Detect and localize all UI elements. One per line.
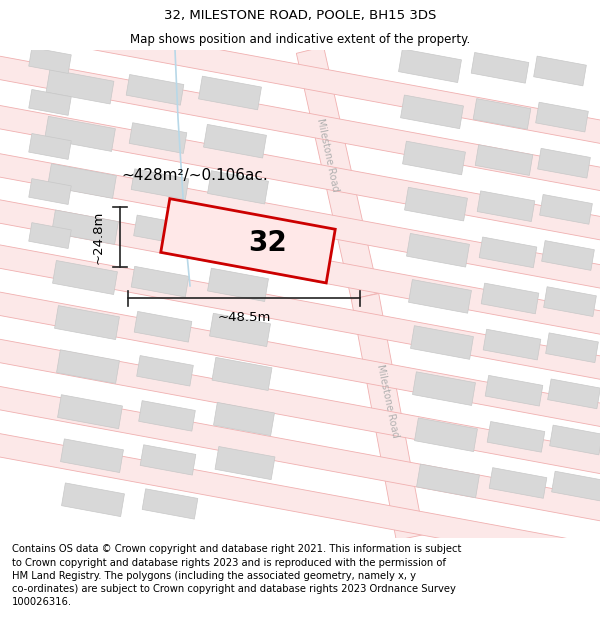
Polygon shape [56, 350, 119, 383]
Polygon shape [404, 188, 467, 221]
Polygon shape [471, 52, 529, 83]
Polygon shape [473, 99, 531, 129]
Polygon shape [407, 233, 469, 267]
Polygon shape [550, 425, 600, 455]
Polygon shape [551, 471, 600, 501]
Polygon shape [536, 102, 589, 132]
Polygon shape [409, 279, 472, 313]
Polygon shape [53, 261, 118, 294]
Text: ~428m²/~0.106ac.: ~428m²/~0.106ac. [122, 168, 268, 183]
Polygon shape [139, 401, 196, 431]
Polygon shape [548, 379, 600, 409]
Text: 32: 32 [248, 229, 287, 257]
Polygon shape [58, 395, 122, 429]
Polygon shape [47, 164, 116, 198]
Polygon shape [29, 89, 71, 116]
Polygon shape [0, 231, 600, 394]
Polygon shape [215, 446, 275, 479]
Polygon shape [126, 74, 184, 105]
Polygon shape [0, 372, 600, 535]
Polygon shape [209, 217, 271, 250]
Polygon shape [545, 333, 598, 362]
Polygon shape [0, 419, 600, 582]
Polygon shape [0, 91, 600, 254]
Polygon shape [131, 169, 189, 199]
Polygon shape [137, 356, 193, 386]
Polygon shape [29, 134, 71, 159]
Polygon shape [351, 294, 424, 541]
Polygon shape [0, 139, 600, 302]
Text: 32, MILESTONE ROAD, POOLE, BH15 3DS: 32, MILESTONE ROAD, POOLE, BH15 3DS [164, 9, 436, 21]
Polygon shape [410, 326, 473, 359]
Polygon shape [0, 325, 600, 488]
Polygon shape [29, 179, 71, 204]
Polygon shape [487, 421, 545, 452]
Polygon shape [0, 0, 600, 158]
Polygon shape [142, 489, 198, 519]
Polygon shape [61, 439, 124, 472]
Polygon shape [296, 47, 379, 300]
Polygon shape [401, 95, 463, 129]
Polygon shape [539, 194, 592, 224]
Polygon shape [533, 56, 586, 86]
Polygon shape [538, 148, 590, 178]
Text: Milestone Road: Milestone Road [316, 118, 341, 192]
Polygon shape [483, 329, 541, 360]
Text: Map shows position and indicative extent of the property.: Map shows position and indicative extent… [130, 32, 470, 46]
Polygon shape [140, 445, 196, 475]
Text: ~48.5m: ~48.5m [217, 311, 271, 324]
Text: Contains OS data © Crown copyright and database right 2021. This information is : Contains OS data © Crown copyright and d… [12, 544, 461, 608]
Polygon shape [413, 372, 475, 406]
Polygon shape [416, 464, 479, 498]
Polygon shape [0, 186, 600, 349]
Polygon shape [44, 116, 115, 151]
Polygon shape [134, 215, 190, 246]
Polygon shape [212, 357, 272, 391]
Polygon shape [398, 49, 461, 82]
Polygon shape [55, 306, 119, 339]
Polygon shape [485, 376, 543, 406]
Polygon shape [29, 222, 71, 249]
Polygon shape [477, 191, 535, 221]
Polygon shape [481, 283, 539, 314]
Text: ~24.8m: ~24.8m [91, 211, 104, 264]
Polygon shape [0, 42, 600, 205]
Polygon shape [199, 76, 262, 110]
Polygon shape [29, 48, 71, 73]
Polygon shape [46, 69, 114, 104]
Polygon shape [208, 268, 268, 301]
Polygon shape [489, 468, 547, 498]
Polygon shape [52, 210, 118, 244]
Polygon shape [209, 313, 271, 346]
Polygon shape [0, 278, 600, 441]
Polygon shape [214, 402, 274, 436]
Polygon shape [403, 141, 466, 175]
Polygon shape [131, 266, 189, 297]
Polygon shape [203, 124, 266, 158]
Polygon shape [161, 199, 335, 283]
Polygon shape [475, 145, 533, 176]
Polygon shape [134, 311, 192, 342]
Polygon shape [129, 122, 187, 153]
Polygon shape [62, 483, 124, 517]
Polygon shape [542, 241, 595, 271]
Polygon shape [544, 287, 596, 316]
Text: Milestone Road: Milestone Road [376, 364, 401, 439]
Polygon shape [208, 171, 268, 204]
Polygon shape [479, 237, 537, 268]
Polygon shape [415, 418, 478, 452]
